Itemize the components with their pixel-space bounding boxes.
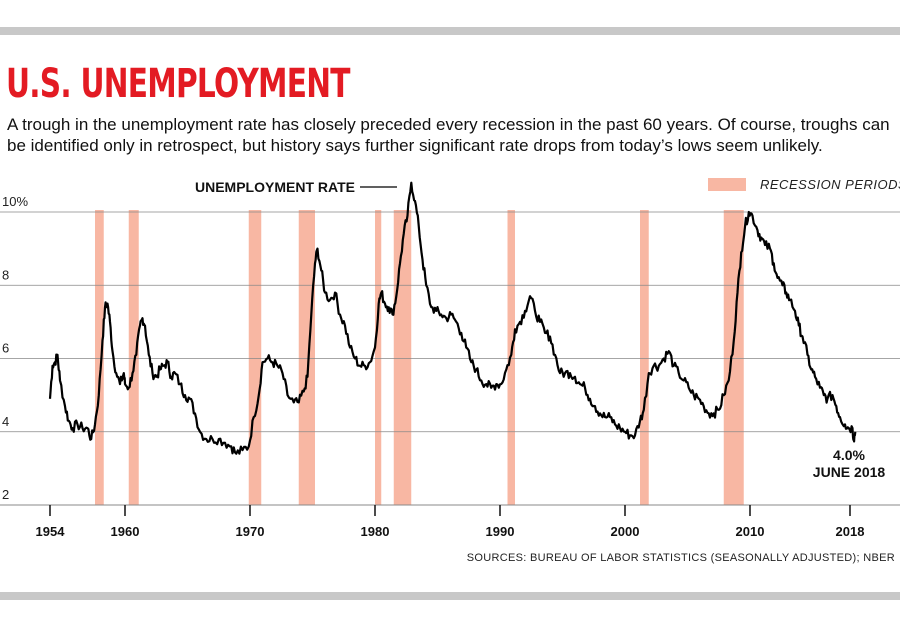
y-axis-ticks: 10% 8 6 4 2 bbox=[2, 194, 28, 502]
x-tick-label: 1980 bbox=[361, 524, 390, 539]
x-tick-label: 1960 bbox=[111, 524, 140, 539]
x-tick-label: 1954 bbox=[36, 524, 66, 539]
x-tick-label: 1970 bbox=[236, 524, 265, 539]
y-tick-label: 6 bbox=[2, 341, 9, 356]
y-tick-label: 10% bbox=[2, 194, 28, 209]
x-tick-label: 1990 bbox=[486, 524, 515, 539]
recession-band bbox=[298, 210, 315, 505]
legend-label: RECESSION PERIODS bbox=[760, 177, 900, 192]
y-tick-label: 8 bbox=[2, 267, 9, 282]
chart-subtitle: A trough in the unemployment rate has cl… bbox=[7, 115, 890, 155]
y-tick-label: 2 bbox=[2, 487, 9, 502]
recession-band bbox=[95, 210, 104, 505]
top-rule bbox=[0, 27, 900, 35]
x-tick-label: 2018 bbox=[836, 524, 865, 539]
y-tick-label: 4 bbox=[2, 414, 9, 429]
recession-band bbox=[248, 210, 262, 505]
end-date-label: JUNE 2018 bbox=[813, 464, 886, 480]
recession-bands bbox=[95, 210, 744, 505]
source-note: SOURCES: BUREAU OF LABOR STATISTICS (SEA… bbox=[467, 552, 895, 564]
recession-band bbox=[375, 210, 382, 505]
unemployment-rate-line bbox=[48, 181, 857, 455]
bottom-rule bbox=[0, 592, 900, 600]
chart-title: U.S. UNEMPLOYMENT bbox=[6, 61, 350, 107]
series-label: UNEMPLOYMENT RATE bbox=[195, 179, 355, 195]
x-tick-label: 2000 bbox=[611, 524, 640, 539]
recession-band bbox=[393, 210, 412, 505]
x-tick-label: 2010 bbox=[736, 524, 765, 539]
recession-band bbox=[128, 210, 139, 505]
end-value-label: 4.0% bbox=[833, 447, 865, 463]
recession-band bbox=[640, 210, 649, 505]
x-axis-ticks: 1954 1960 1970 1980 1990 2000 2010 2018 bbox=[36, 505, 865, 539]
legend-swatch bbox=[708, 178, 746, 191]
